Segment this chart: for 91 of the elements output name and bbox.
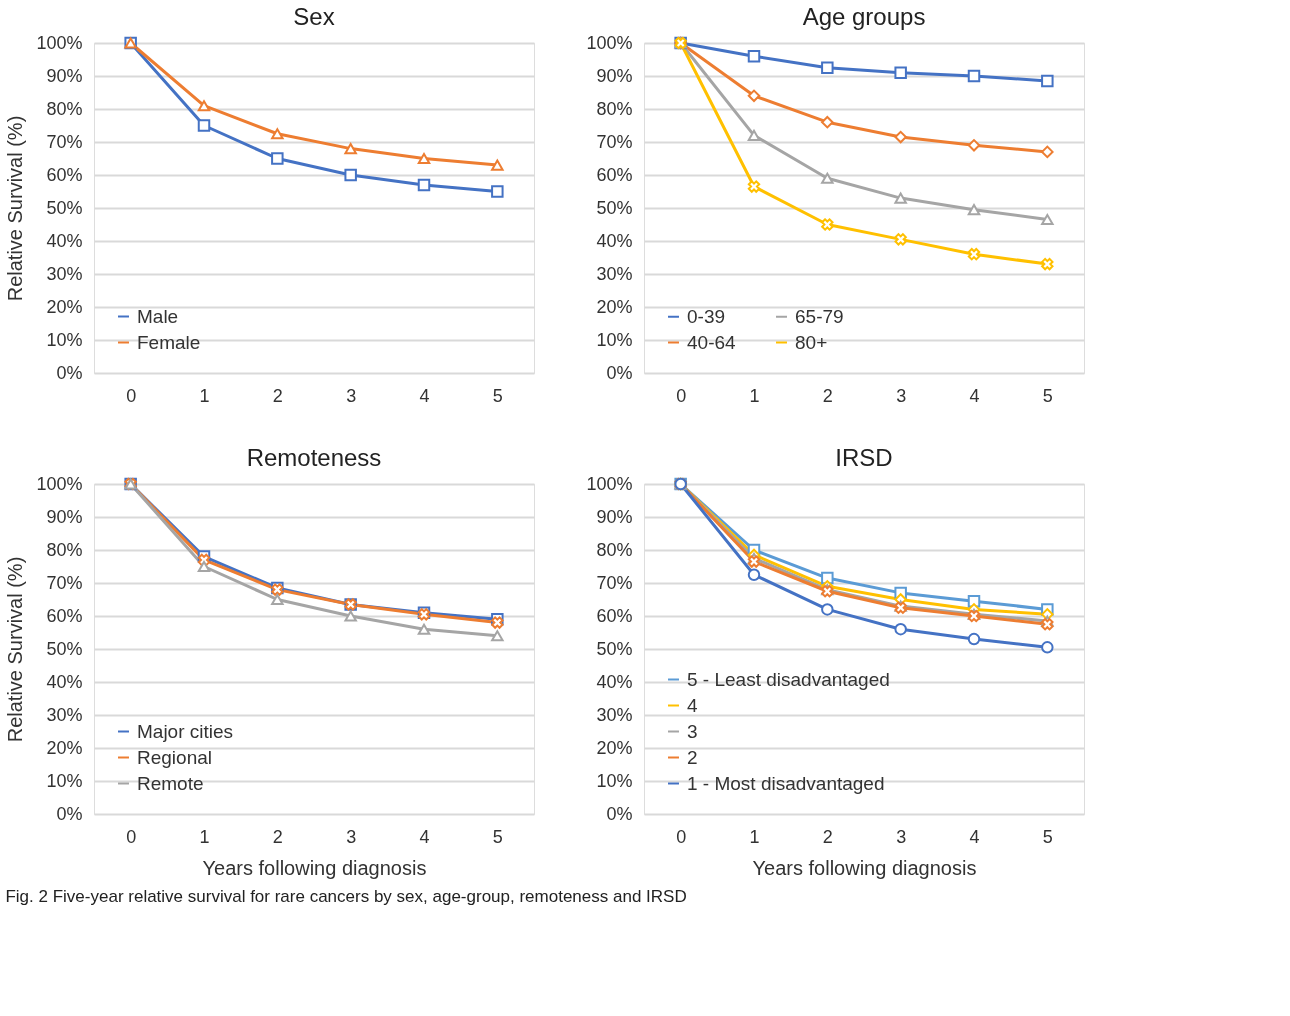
legend-label: 5 - Least disadvantaged (687, 668, 890, 690)
legend-label: 2 (687, 746, 698, 768)
legend-label: 40-64 (687, 331, 737, 353)
y-tick-label: 30% (46, 704, 83, 725)
x-axis-title: Years following diagnosis (752, 856, 977, 879)
x-axis-title: Years following diagnosis (202, 856, 427, 879)
x-tick-label: 0 (126, 826, 137, 847)
y-tick-label: 50% (596, 638, 633, 659)
x-tick-label: 2 (272, 826, 283, 847)
x-tick-label: 5 (1042, 385, 1053, 406)
x-tick-label: 2 (822, 826, 833, 847)
chart-title: Remoteness (246, 443, 382, 471)
y-tick-label: 20% (46, 296, 83, 317)
y-tick-label: 40% (46, 230, 83, 251)
y-tick-label: 50% (596, 197, 633, 218)
y-tick-label: 0% (56, 362, 83, 383)
legend-label: 3 (687, 720, 698, 742)
y-tick-label: 20% (596, 737, 633, 758)
x-tick-label: 3 (346, 826, 357, 847)
chart-title: IRSD (835, 443, 893, 471)
y-tick-label: 60% (46, 164, 83, 185)
chart-title: Sex (293, 2, 335, 30)
y-tick-label: 30% (46, 263, 83, 284)
y-tick-label: 0% (606, 803, 633, 824)
x-tick-label: 5 (1042, 826, 1053, 847)
legend-label: Female (137, 331, 201, 353)
legend-label: Regional (137, 746, 212, 768)
y-tick-label: 0% (606, 362, 633, 383)
x-tick-label: 1 (749, 385, 760, 406)
y-tick-label: 10% (596, 770, 633, 791)
legend-label: Male (137, 305, 179, 327)
x-tick-label: 4 (419, 385, 430, 406)
x-tick-label: 3 (896, 385, 907, 406)
x-tick-label: 2 (272, 385, 283, 406)
y-tick-label: 40% (46, 671, 83, 692)
x-tick-label: 0 (676, 385, 687, 406)
x-tick-label: 4 (969, 385, 980, 406)
x-tick-label: 2 (822, 385, 833, 406)
y-tick-label: 100% (36, 32, 83, 53)
y-tick-label: 10% (46, 329, 83, 350)
legend-label: Remote (137, 772, 204, 794)
y-tick-label: 50% (46, 638, 83, 659)
y-tick-label: 0% (56, 803, 83, 824)
y-tick-label: 30% (596, 263, 633, 284)
y-tick-label: 30% (596, 704, 633, 725)
x-tick-label: 1 (199, 385, 210, 406)
x-tick-label: 4 (419, 826, 430, 847)
y-tick-label: 70% (46, 572, 83, 593)
y-tick-label: 80% (46, 98, 83, 119)
legend-label: Major cities (137, 720, 234, 742)
y-tick-label: 100% (36, 473, 83, 494)
y-axis-title: Relative Survival (%) (4, 556, 27, 743)
y-tick-label: 50% (46, 197, 83, 218)
y-tick-label: 80% (596, 539, 633, 560)
y-tick-label: 60% (596, 164, 633, 185)
legend-label: 4 (687, 694, 698, 716)
y-tick-label: 20% (46, 737, 83, 758)
y-tick-label: 80% (596, 98, 633, 119)
y-tick-label: 60% (46, 605, 83, 626)
x-tick-label: 5 (492, 826, 503, 847)
x-tick-label: 5 (492, 385, 503, 406)
y-tick-label: 80% (46, 539, 83, 560)
y-tick-label: 100% (586, 473, 633, 494)
y-tick-label: 100% (586, 32, 633, 53)
y-tick-label: 70% (596, 572, 633, 593)
caption: Fig. 2 Five-year relative survival for rare cancers by sex, age-group, remoteness and IRSD (5, 886, 687, 906)
y-axis-title: Relative Survival (%) (4, 115, 27, 302)
x-tick-label: 0 (676, 826, 687, 847)
chart-title: Age groups (802, 2, 926, 30)
x-tick-label: 1 (199, 826, 210, 847)
y-tick-label: 90% (596, 65, 633, 86)
x-tick-label: 4 (969, 826, 980, 847)
x-tick-label: 0 (126, 385, 137, 406)
y-tick-label: 10% (46, 770, 83, 791)
x-tick-label: 3 (896, 826, 907, 847)
y-tick-label: 70% (46, 131, 83, 152)
y-tick-label: 90% (46, 506, 83, 527)
legend-label: 80+ (795, 331, 828, 353)
y-tick-label: 40% (596, 230, 633, 251)
y-tick-label: 90% (596, 506, 633, 527)
y-tick-label: 70% (596, 131, 633, 152)
x-tick-label: 1 (749, 826, 760, 847)
x-tick-label: 3 (346, 385, 357, 406)
legend-label: 1 - Most disadvantaged (687, 772, 885, 794)
y-tick-label: 10% (596, 329, 633, 350)
y-tick-label: 40% (596, 671, 633, 692)
y-tick-label: 90% (46, 65, 83, 86)
legend-label: 65-79 (795, 305, 844, 327)
legend-label: 0-39 (687, 305, 726, 327)
y-tick-label: 20% (596, 296, 633, 317)
y-tick-label: 60% (596, 605, 633, 626)
